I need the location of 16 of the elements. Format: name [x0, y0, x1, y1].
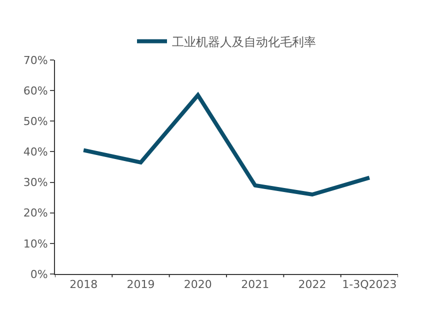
y-tick-label: 0% — [30, 268, 48, 281]
y-tick-label: 60% — [23, 84, 48, 98]
x-tick-label: 2021 — [241, 278, 270, 292]
y-tick-label: 10% — [23, 237, 48, 250]
line-series — [82, 93, 372, 197]
x-tick-label: 2018 — [70, 278, 98, 292]
y-tick-label: 70% — [23, 54, 48, 67]
y-tick-label: 30% — [23, 176, 48, 190]
x-tick-label: 2022 — [298, 278, 326, 292]
y-tick-label: 20% — [23, 206, 48, 220]
x-tick-label: 1-3Q2023 — [342, 278, 397, 292]
x-tick-label: 2020 — [184, 278, 212, 292]
y-tick-label: 50% — [23, 114, 48, 128]
legend-label: 工业机器人及自动化毛利率 — [172, 34, 316, 49]
y-tick-label: 40% — [23, 146, 48, 159]
x-tick-label: 2019 — [126, 278, 155, 292]
